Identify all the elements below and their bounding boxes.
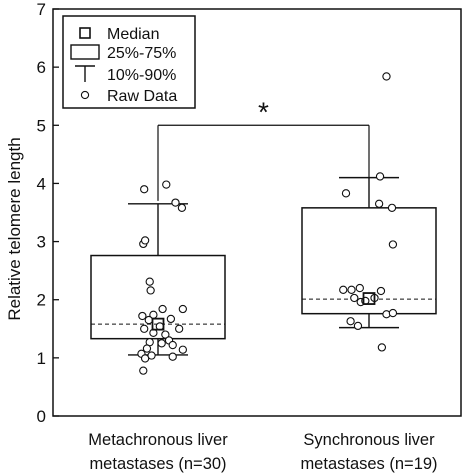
raw-data-point: [146, 286, 155, 295]
plot-frame: [52, 8, 462, 417]
y-tick-label: 7: [37, 0, 46, 19]
legend-median-symbol: [79, 27, 91, 39]
iqr-box: [301, 207, 437, 315]
raw-data-point: [177, 203, 187, 212]
raw-data-point: [171, 198, 180, 207]
legend-label: 10%-90%: [107, 67, 176, 84]
raw-data-point: [161, 330, 170, 339]
x-category-label: metastases (n=19): [300, 455, 437, 473]
raw-data-point: [347, 285, 356, 294]
y-tick-label: 1: [37, 349, 46, 368]
raw-data-point: [175, 324, 184, 333]
raw-data-point: [382, 72, 391, 81]
median-marker: [362, 292, 376, 305]
raw-data-point: [346, 317, 355, 326]
raw-data-point: [388, 308, 398, 318]
y-tick-label: 0: [37, 407, 46, 426]
median-marker: [151, 317, 165, 331]
raw-data-point: [166, 314, 176, 324]
raw-data-point: [168, 352, 177, 361]
raw-data-point: [350, 293, 359, 303]
x-category-label: Metachronous liver: [88, 431, 228, 449]
raw-data-point: [339, 285, 348, 294]
legend-label: Raw Data: [107, 88, 177, 105]
plot-area: 0 1 2 3 4 5 6 7 Metachronous liver metastases (n=…: [37, 0, 462, 473]
raw-data-point: [140, 236, 150, 245]
legend-circle-symbol: [80, 90, 90, 100]
y-axis-label: Relative telomere length: [5, 137, 24, 320]
raw-data-point: [355, 283, 364, 293]
raw-data-point: [178, 304, 187, 314]
raw-data-point: [377, 343, 387, 352]
raw-data-point: [168, 340, 177, 350]
legend-label: Median: [107, 26, 159, 43]
raw-data-point: [139, 366, 148, 375]
raw-data-point: [147, 351, 156, 360]
significance-star: *: [258, 96, 269, 127]
iqr-box: [90, 254, 226, 340]
raw-data-point: [145, 277, 154, 286]
legend: Median 25%-75% 10%-90% Raw Data: [62, 15, 196, 109]
x-category-label: metastases (n=30): [89, 455, 226, 473]
legend-box-symbol: [70, 44, 100, 60]
raw-data-point: [158, 304, 167, 314]
raw-data-point: [388, 240, 398, 249]
raw-data-point: [341, 189, 351, 198]
raw-data-point: [374, 199, 384, 208]
raw-data-point: [140, 185, 149, 194]
raw-data-point: [144, 315, 153, 325]
y-tick-label: 2: [37, 291, 46, 310]
y-tick-label: 4: [37, 174, 46, 193]
raw-data-point: [140, 324, 149, 333]
raw-data-point: [178, 345, 187, 354]
legend-label: 25%-75%: [107, 45, 176, 62]
raw-data-point: [138, 311, 147, 321]
y-tick-label: 6: [37, 58, 46, 77]
raw-data-point: [157, 339, 166, 348]
raw-data-point: [376, 286, 386, 296]
raw-data-point: [387, 203, 397, 212]
y-tick-label: 3: [37, 233, 46, 252]
raw-data-point: [353, 321, 363, 331]
raw-data-point: [142, 344, 152, 353]
y-tick-label: 5: [37, 116, 46, 135]
x-category-label: Synchronous liver: [303, 431, 435, 449]
raw-data-point: [375, 172, 385, 181]
raw-data-point: [162, 180, 171, 189]
